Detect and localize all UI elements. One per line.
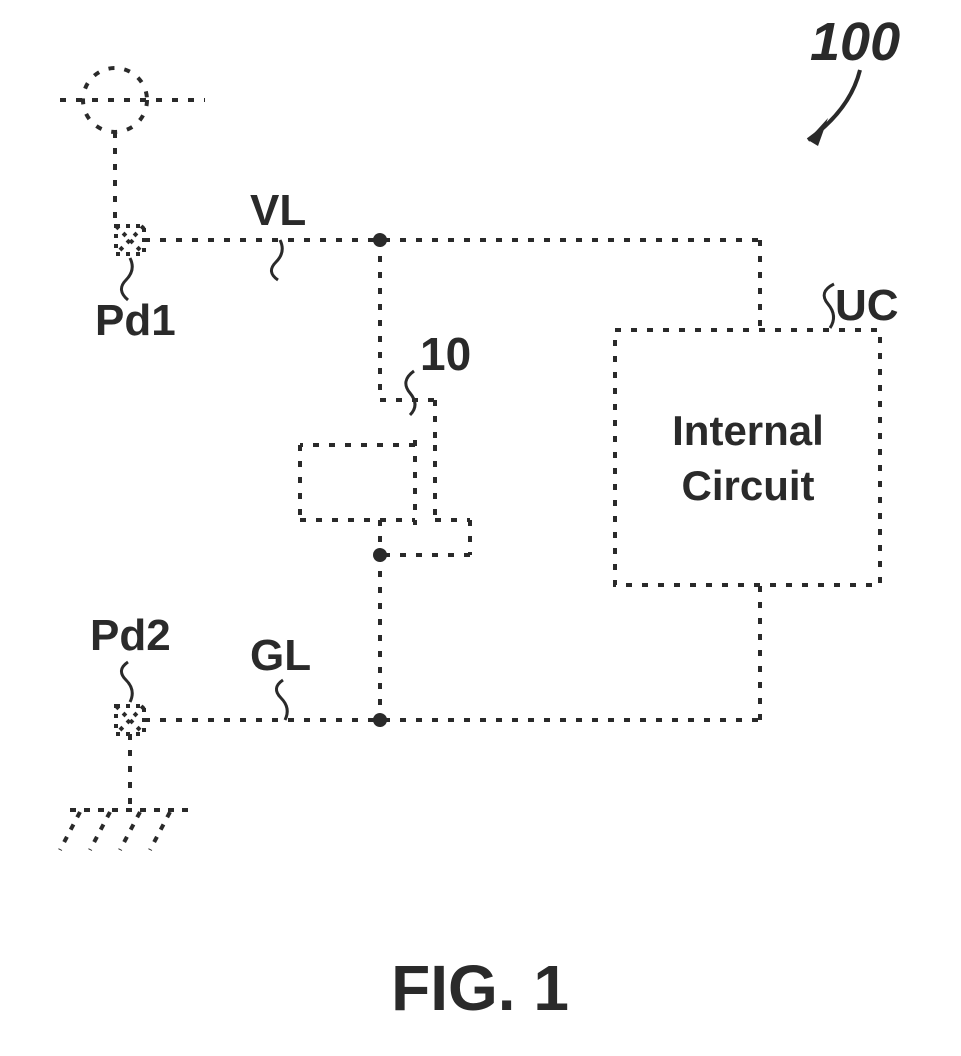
reference-arrow bbox=[808, 70, 860, 140]
pad-pd2 bbox=[116, 706, 144, 734]
pd2-leader bbox=[121, 662, 132, 702]
internal-circuit-text-2: Circuit bbox=[681, 462, 814, 509]
pd1-label: Pd1 bbox=[95, 296, 176, 345]
internal-circuit-text-1: Internal bbox=[672, 407, 824, 454]
pd1-leader bbox=[121, 258, 132, 300]
reference-arrow-head bbox=[808, 118, 828, 146]
vl-leader bbox=[271, 240, 282, 280]
internal-circuit-block bbox=[615, 330, 880, 585]
pd2-label: Pd2 bbox=[90, 611, 171, 660]
circuit-diagram: 100 Pd1 VL bbox=[0, 0, 961, 1056]
gl-leader bbox=[276, 680, 287, 720]
gl-label: GL bbox=[250, 631, 311, 680]
vl-label: VL bbox=[250, 186, 306, 235]
mosfet-10 bbox=[300, 400, 470, 555]
uc-leader bbox=[824, 284, 834, 328]
ground-symbol bbox=[60, 810, 190, 850]
pad-pd1 bbox=[116, 226, 144, 254]
ten-leader bbox=[406, 371, 415, 415]
figure-caption: FIG. 1 bbox=[391, 952, 569, 1024]
reference-number-label: 100 bbox=[810, 12, 900, 72]
ten-label: 10 bbox=[420, 328, 471, 380]
uc-label: UC bbox=[835, 281, 899, 330]
